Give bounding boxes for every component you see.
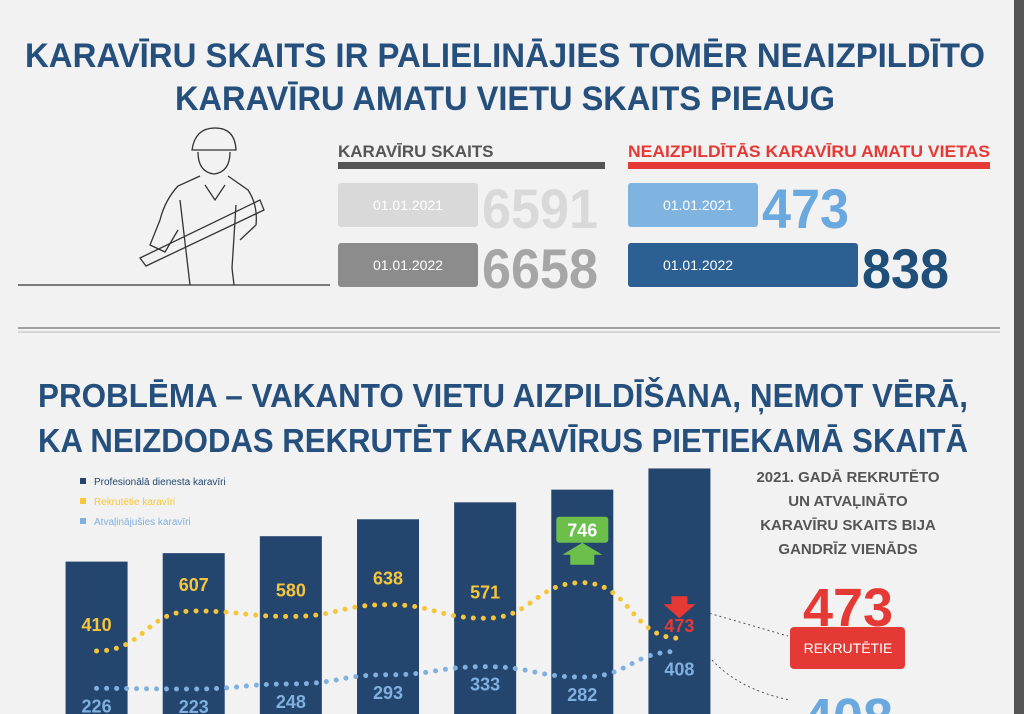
date-box xyxy=(628,183,758,227)
line xyxy=(94,580,682,654)
stat-value: 6658 xyxy=(482,237,598,300)
callout-value: 408 xyxy=(803,688,893,714)
heading-underline xyxy=(338,162,605,169)
stats-heading: KARAVĪRU SKAITS xyxy=(338,142,494,161)
stats-heading: NEAIZPILDĪTĀS KARAVĪRU AMATU VIETAS xyxy=(628,142,990,161)
bar xyxy=(65,561,128,714)
data-label: 223 xyxy=(179,697,209,714)
bar xyxy=(162,553,225,714)
up-arrow xyxy=(562,542,603,565)
date-box xyxy=(628,243,858,287)
data-label: 473 xyxy=(664,616,694,636)
chart: 410 607 580 638 571 746 473 226 223 248 293 333 282 4… xyxy=(65,468,711,714)
data-label: 248 xyxy=(276,692,306,712)
date-box xyxy=(338,243,478,287)
section-title-line: PROBLĒMA – VAKANTO VIETU AIZPILDĪŠANA, Ņ… xyxy=(38,376,968,414)
connector xyxy=(711,659,791,701)
down-arrow xyxy=(663,596,696,619)
data-label: 410 xyxy=(82,615,112,635)
body xyxy=(179,199,237,286)
legend-entry: Profesionālā dienesta karavīri xyxy=(94,477,226,488)
section-header: PROBLĒMA – VAKANTO VIETU AIZPILDĪŠANA, Ņ… xyxy=(38,376,968,459)
highlight-box xyxy=(556,516,609,543)
header: KARAVĪRU SKAITS IR PALIELINĀJIES TOMĒR N… xyxy=(25,37,985,118)
section-title-line: KA NEIZDODAS REKRUTĒT KARAVĪRUS PIETIEKA… xyxy=(38,422,968,459)
arm xyxy=(149,175,201,253)
callout-text: 2021. GADĀ REKRUTĒTO xyxy=(756,469,939,486)
line xyxy=(94,648,682,692)
data-label: 282 xyxy=(567,685,597,705)
callout-text: KARAVĪRU SKAITS BIJA xyxy=(760,517,936,534)
data-label: 607 xyxy=(179,575,209,595)
legend-swatch xyxy=(80,518,86,524)
data-label: 293 xyxy=(373,683,403,703)
date: 01.01.2021 xyxy=(373,197,443,213)
callout-label-box xyxy=(790,627,905,669)
legend-entry: Atvaļinājušies karavīri xyxy=(94,517,191,528)
data-label: 580 xyxy=(276,580,306,600)
soldier-drawing xyxy=(18,127,330,286)
title-line: KARAVĪRU AMATU VIETU SKAITS PIEAUG xyxy=(175,80,835,118)
callout-label: REKRUTĒTIE xyxy=(804,640,893,656)
face xyxy=(197,151,231,175)
data-label: 571 xyxy=(470,582,500,602)
arm xyxy=(227,175,257,241)
title-line: KARAVĪRU SKAITS IR PALIELINĀJIES TOMĒR N… xyxy=(25,37,985,75)
heading-underline xyxy=(628,162,990,169)
collar xyxy=(204,184,226,202)
stat-value: 6591 xyxy=(482,177,598,240)
callout: 2021. GADĀ REKRUTĒTO UN ATVAĻINĀTO KARAV… xyxy=(756,469,939,558)
legend-swatch xyxy=(80,478,86,484)
legend-entry: Rekrutētie karavīri xyxy=(94,497,175,508)
data-label: 638 xyxy=(373,569,403,589)
data-label: 226 xyxy=(82,696,112,714)
callout-text: UN ATVAĻINĀTO xyxy=(788,493,908,510)
rifle xyxy=(139,199,265,267)
data-label: 408 xyxy=(664,659,694,679)
bar xyxy=(259,536,322,714)
bar xyxy=(648,468,711,714)
edge-strip xyxy=(1014,0,1024,714)
date: 01.01.2022 xyxy=(373,257,443,273)
legend-swatch xyxy=(80,498,86,504)
date-box xyxy=(338,183,478,227)
callout-text: GANDRĪZ VIENĀDS xyxy=(778,541,917,558)
data-label: 746 xyxy=(567,521,597,541)
bar xyxy=(454,502,517,714)
date: 01.01.2021 xyxy=(663,197,733,213)
date: 01.01.2022 xyxy=(663,257,733,273)
data-label: 333 xyxy=(470,675,500,695)
stat-value: 473 xyxy=(762,177,849,240)
bar xyxy=(357,519,419,714)
helmet xyxy=(191,127,237,151)
stat-value: 838 xyxy=(862,237,949,300)
